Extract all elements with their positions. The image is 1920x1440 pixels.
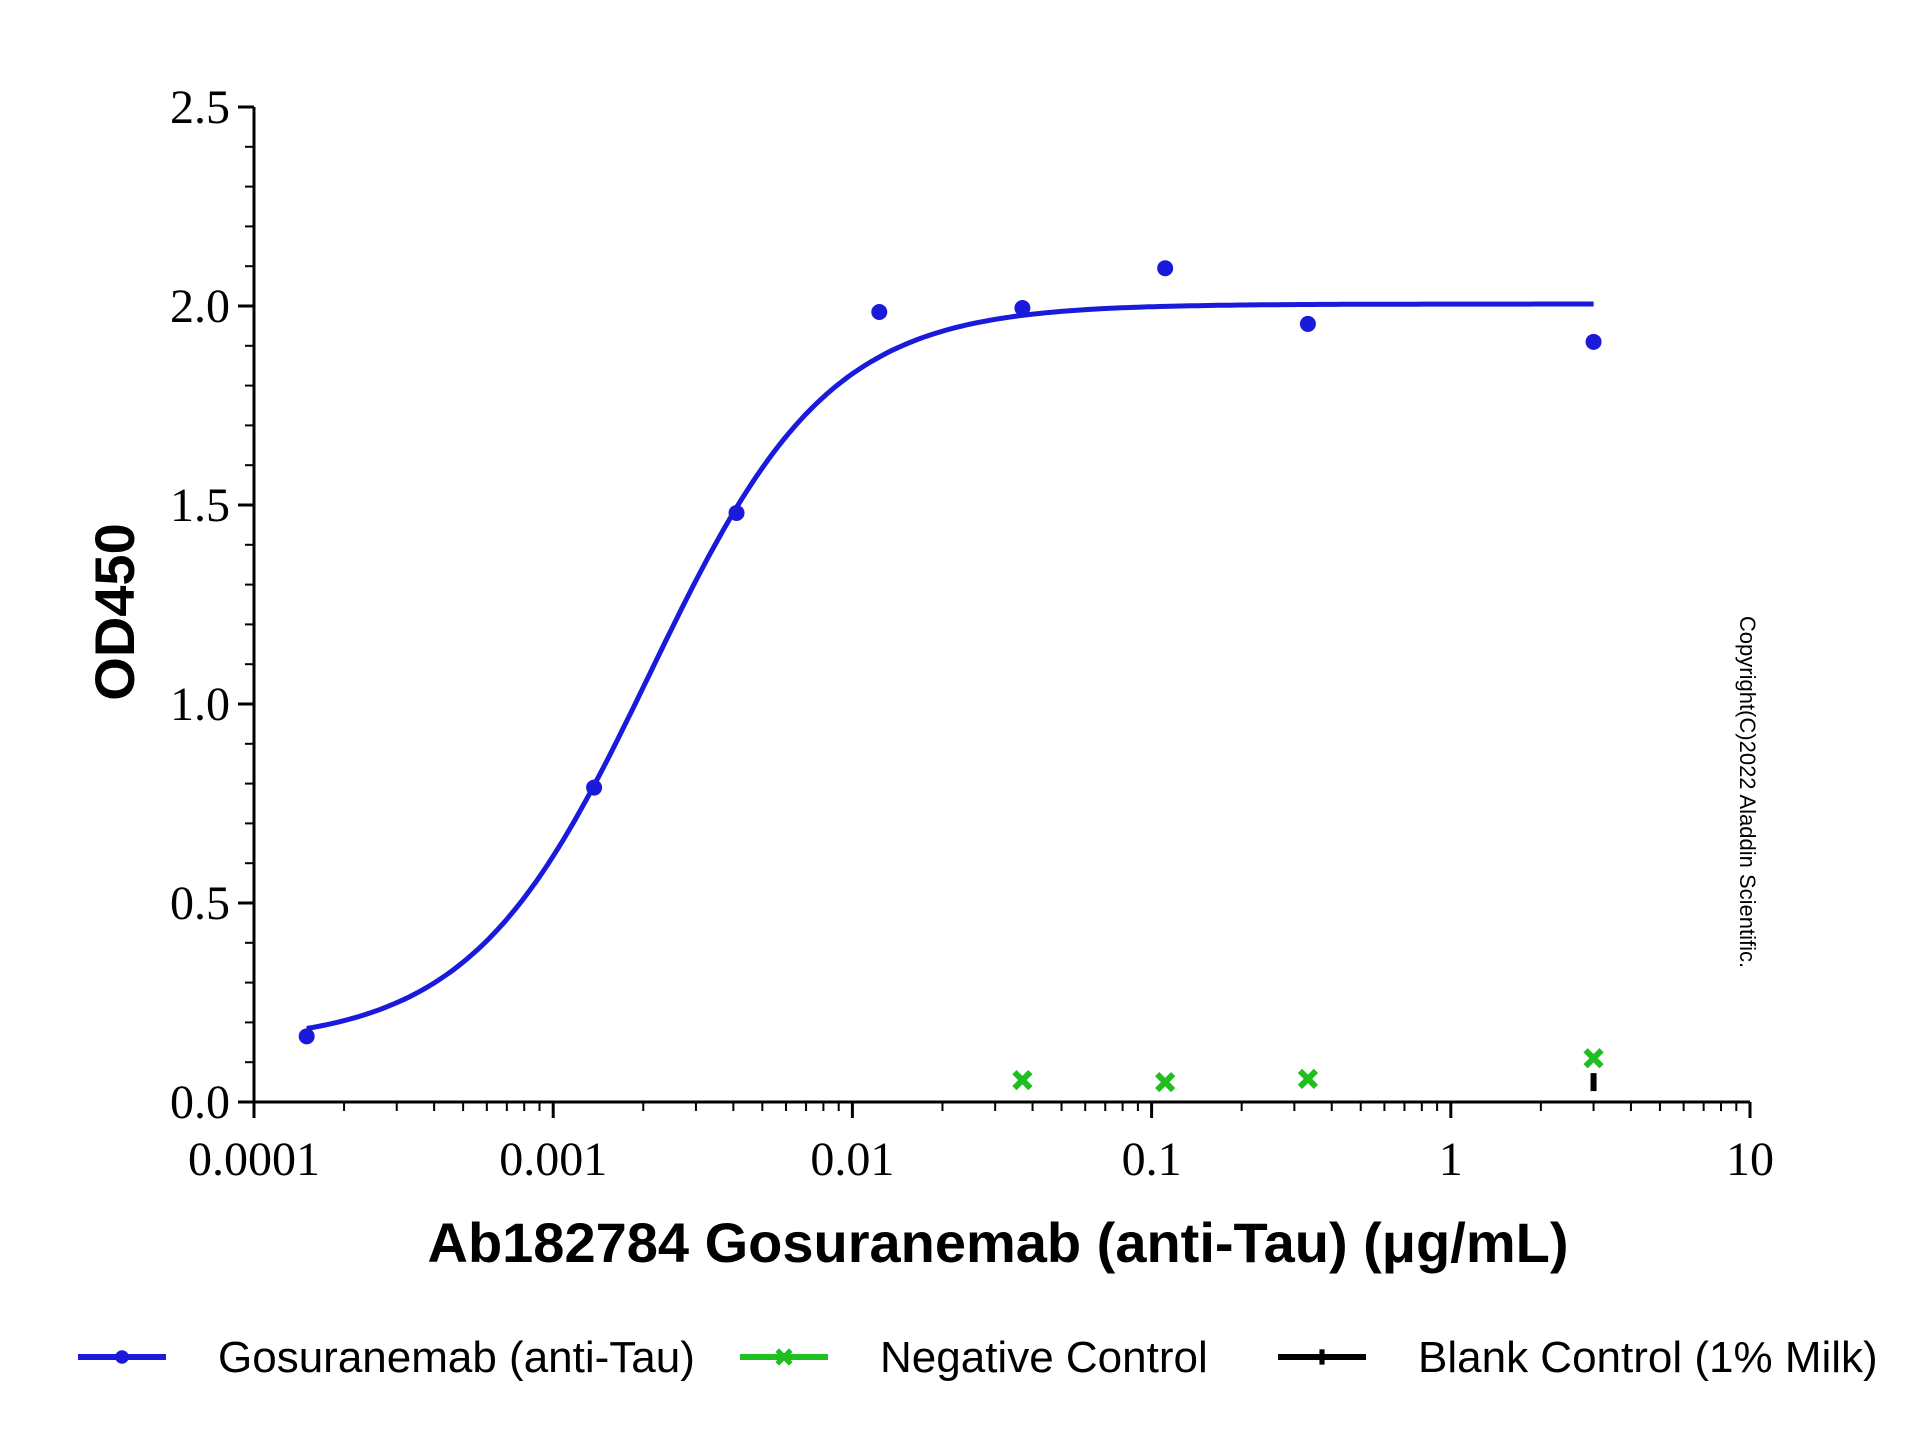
x-tick-label: 0.1 bbox=[1122, 1133, 1182, 1186]
data-point bbox=[1014, 299, 1031, 316]
x-tick-label: 10 bbox=[1726, 1133, 1774, 1186]
x-axis-title: Ab182784 Gosuranemab (anti-Tau) (μg/mL) bbox=[428, 1211, 1569, 1274]
data-point bbox=[1155, 1071, 1176, 1093]
legend-label: Blank Control (1% Milk) bbox=[1418, 1333, 1878, 1382]
x-tick-label: 0.01 bbox=[810, 1133, 894, 1186]
axes: 0.0001 0.001 0.01 0.1 1 10 0.0 0.5 1.0 1.5 2.0 2.5 bbox=[170, 81, 1774, 1186]
legend: Gosuranemab (anti-Tau) Negative Control Bl… bbox=[78, 1333, 1878, 1382]
data-point bbox=[1157, 260, 1174, 277]
x-tick-label: 0.001 bbox=[499, 1133, 607, 1186]
legend-marker bbox=[775, 1348, 793, 1366]
y-tick-label: 2.0 bbox=[170, 280, 230, 333]
data-point bbox=[298, 1028, 315, 1045]
data-point bbox=[1590, 1073, 1597, 1092]
fit-curves bbox=[306, 301, 1594, 1031]
data-point bbox=[1299, 315, 1316, 332]
fit-curve bbox=[306, 301, 1594, 1031]
legend-label: Gosuranemab (anti-Tau) bbox=[218, 1333, 695, 1382]
x-tick-label: 0.0001 bbox=[188, 1133, 320, 1186]
data-point bbox=[728, 504, 745, 521]
legend-marker bbox=[115, 1350, 129, 1364]
y-tick-label: 0.0 bbox=[170, 1076, 230, 1129]
data-point bbox=[1585, 333, 1602, 350]
y-tick-label: 1.0 bbox=[170, 678, 230, 731]
data-point bbox=[1297, 1068, 1319, 1090]
data-point bbox=[586, 779, 603, 796]
y-tick-label: 0.5 bbox=[170, 877, 230, 930]
y-tick-label: 1.5 bbox=[170, 479, 230, 532]
data-point bbox=[871, 303, 888, 320]
y-tick-label: 2.5 bbox=[170, 81, 230, 134]
data-point bbox=[1583, 1048, 1604, 1069]
copyright-annotation: Copyright(C)2022 Aladdin Scientific. bbox=[1735, 616, 1760, 968]
legend-label: Negative Control bbox=[880, 1333, 1208, 1382]
y-axis-title: OD450 bbox=[83, 523, 146, 700]
data-point bbox=[1012, 1069, 1033, 1091]
data-points bbox=[298, 260, 1604, 1093]
legend-marker bbox=[1319, 1349, 1325, 1365]
x-tick-label: 1 bbox=[1439, 1133, 1463, 1186]
